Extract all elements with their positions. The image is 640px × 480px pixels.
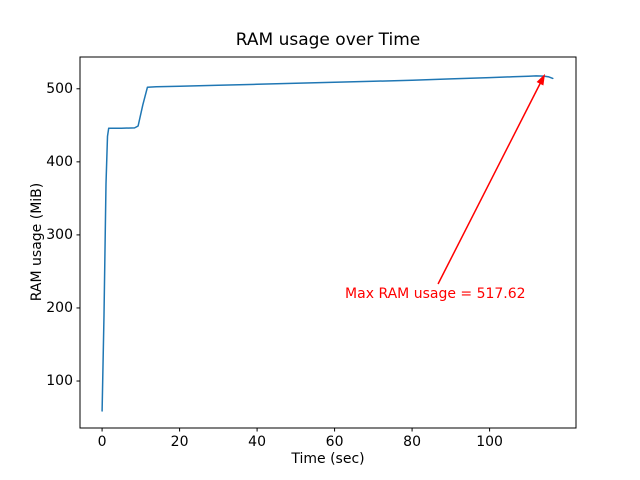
axes-spines <box>79 56 577 429</box>
y-tick-label: 100 <box>46 373 73 390</box>
x-tick-label: 20 <box>170 434 189 450</box>
x-tick-label: 0 <box>97 434 107 450</box>
chart-title: RAM usage over Time <box>235 30 421 50</box>
y-tick-label: 400 <box>46 153 73 170</box>
x-tick-label: 40 <box>248 434 266 450</box>
annotation-arrow-shaft <box>437 77 544 285</box>
annotation-arrow-head <box>536 73 545 86</box>
ram-usage-line <box>101 75 554 412</box>
x-axis-label: Time (sec) <box>291 451 365 467</box>
x-tick-label: 100 <box>476 434 503 450</box>
x-tick-label: 60 <box>325 434 344 450</box>
x-tick-label: 80 <box>403 434 421 450</box>
y-tick-label: 300 <box>46 226 73 243</box>
max-annotation-text: Max RAM usage = 517.62 <box>345 286 526 303</box>
y-tick-label: 500 <box>46 80 73 97</box>
y-tick-label: 200 <box>46 299 73 316</box>
